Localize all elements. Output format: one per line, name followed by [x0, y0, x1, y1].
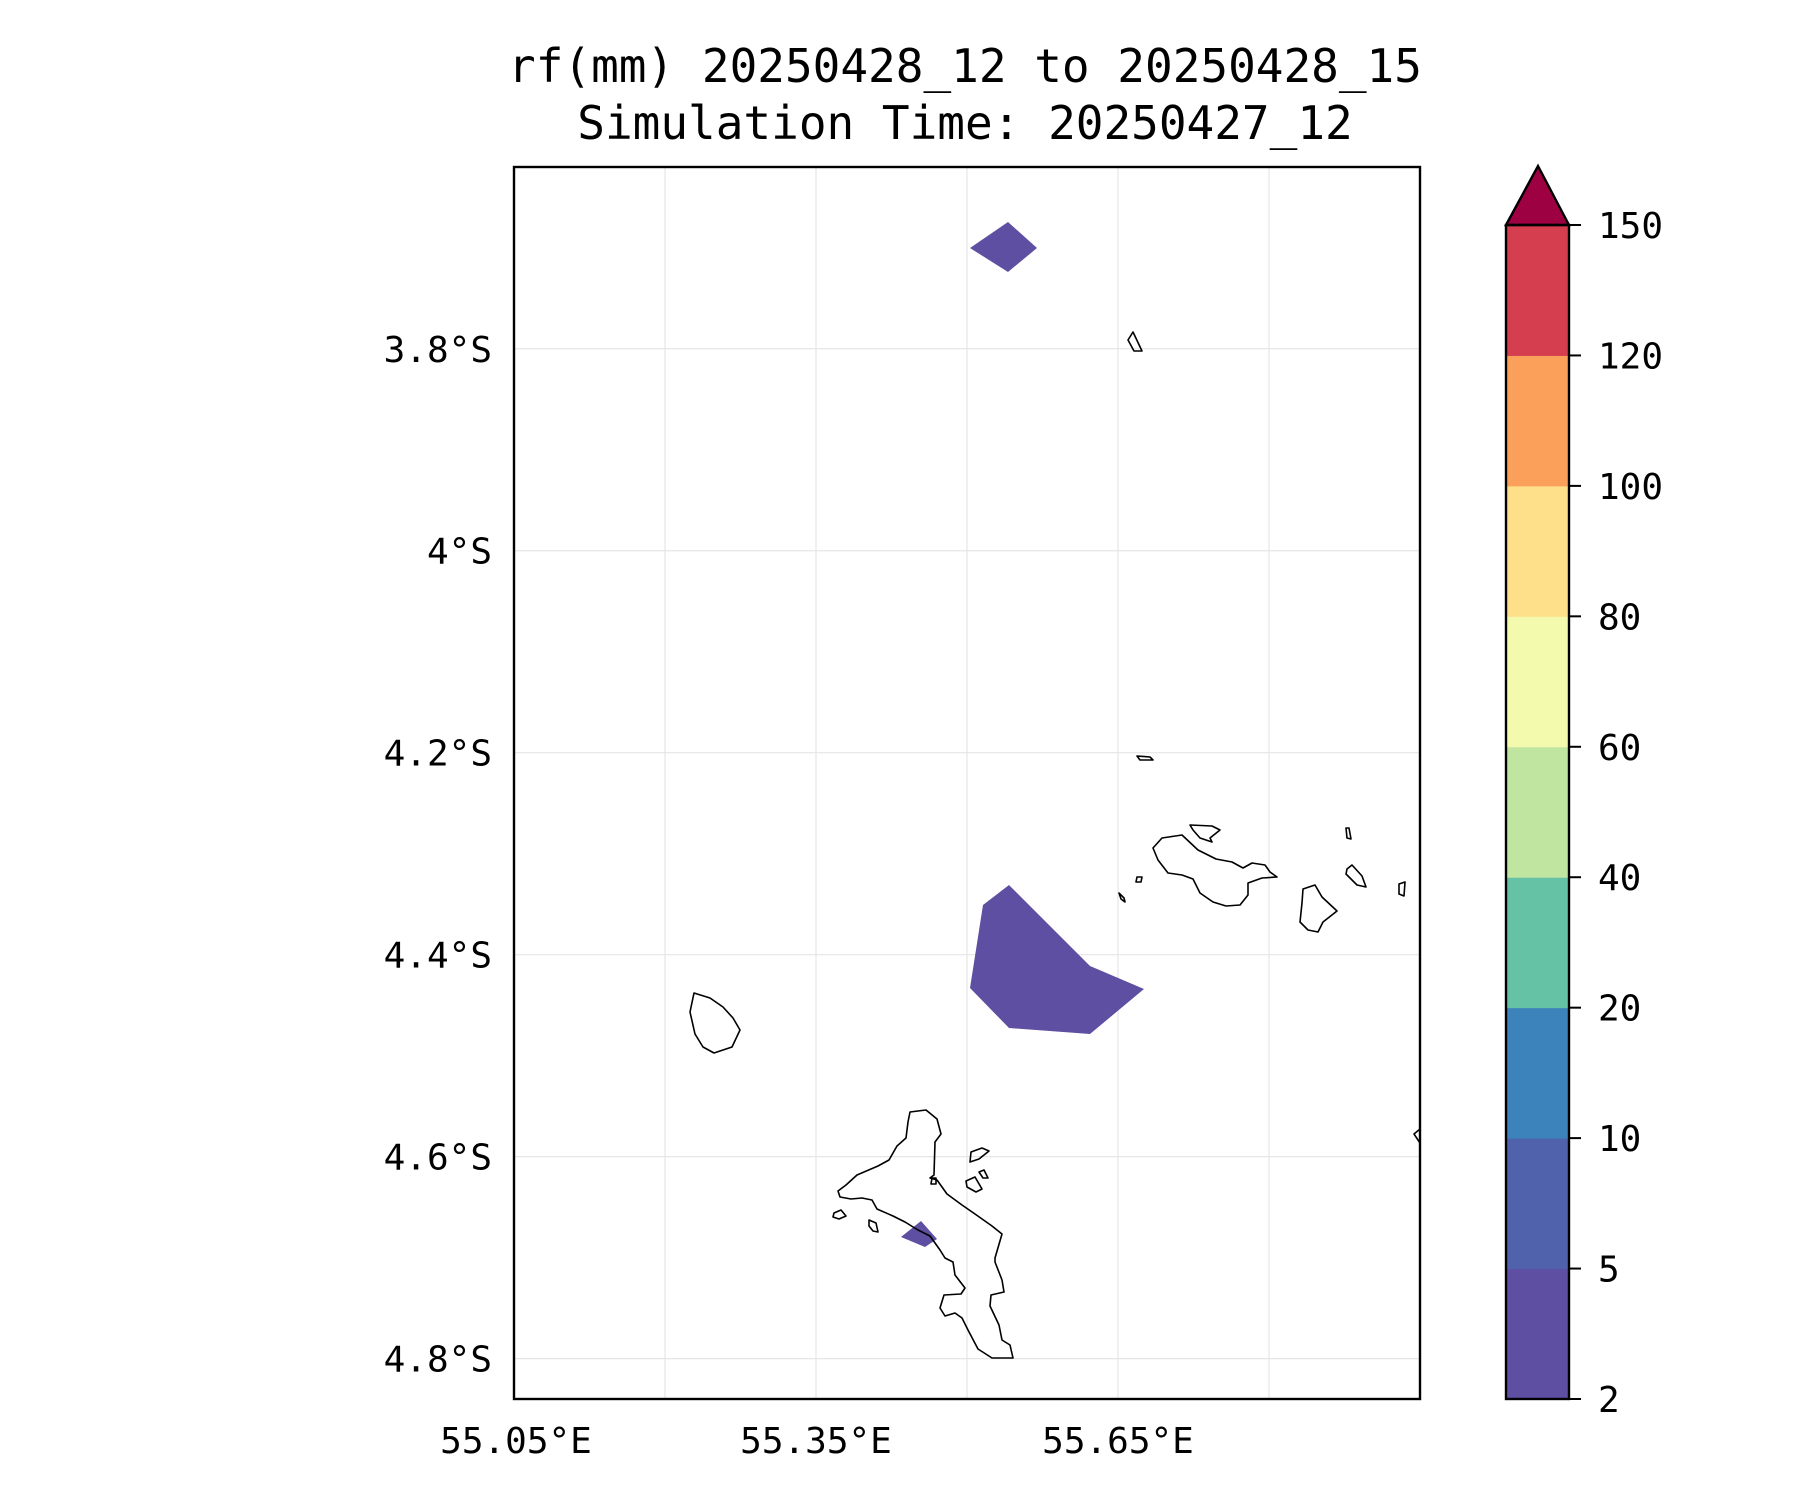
longitude-tick-labels: 55.05°E 55.35°E 55.65°E	[440, 1421, 1194, 1462]
coastline-islet-g	[930, 1177, 937, 1185]
coastline-islet-e	[1413, 1128, 1421, 1144]
colorbar: 2 5 10 20 40 60 80 100 120 150	[1503, 163, 1663, 1421]
colorbar-band-3	[1506, 877, 1569, 1009]
colorbar-band-0	[1506, 1268, 1569, 1400]
colorbar-tick-label: 100	[1598, 467, 1663, 508]
coastline-therese	[832, 1209, 847, 1220]
map-frame	[512, 165, 1422, 1401]
rain-region-north	[970, 222, 1037, 272]
lat-tick-label: 4.6°S	[384, 1138, 492, 1179]
colorbar-tick-label: 60	[1598, 728, 1641, 769]
colorbar-band-2	[1506, 1007, 1569, 1139]
lon-tick-label: 55.35°E	[740, 1421, 892, 1462]
colorbar-frame	[1504, 223, 1571, 1401]
coastline-curieuse	[1189, 824, 1221, 843]
colorbar-bands	[1506, 225, 1569, 1400]
coastline-st-anne	[969, 1147, 990, 1163]
colorbar-tick-label: 20	[1598, 989, 1641, 1030]
colorbar-tick-label: 80	[1598, 597, 1641, 638]
colorbar-extend-arrow	[1503, 163, 1571, 227]
colorbar-band-5	[1506, 616, 1569, 748]
coastline-silhouette	[689, 992, 741, 1054]
coastline-islet-d	[1118, 892, 1126, 903]
lat-tick-label: 4.8°S	[384, 1340, 492, 1381]
colorbar-band-1	[1506, 1138, 1569, 1270]
rain-region-south	[901, 1221, 937, 1247]
colorbar-tick-label: 2	[1598, 1380, 1620, 1421]
title-line-2: Simulation Time: 20250427_12	[577, 96, 1352, 150]
coastline-denis-islet	[1136, 755, 1154, 761]
coastline-islet-f	[978, 1169, 989, 1179]
colorbar-tick-label: 150	[1598, 206, 1663, 247]
colorbar-band-6	[1506, 485, 1569, 617]
map-axes: 3.8°S 4°S 4.2°S 4.4°S 4.6°S 4.8°S 55.05°E 55.3…	[384, 165, 1422, 1462]
lat-tick-label: 3.8°S	[384, 330, 492, 371]
colorbar-band-8	[1506, 225, 1569, 356]
colorbar-ticks: 2 5 10 20 40 60 80 100 120 150	[1569, 206, 1663, 1421]
coastlines	[689, 331, 1421, 1359]
colorbar-tick-label: 40	[1598, 858, 1641, 899]
coastline-praslin	[1152, 834, 1278, 907]
lat-tick-label: 4.4°S	[384, 936, 492, 977]
lon-tick-label: 55.65°E	[1042, 1421, 1194, 1462]
coastline-islet-b	[1398, 881, 1406, 897]
coastline-cerf	[965, 1176, 983, 1193]
coastline-islet-c	[1135, 876, 1143, 883]
lat-tick-label: 4°S	[427, 532, 492, 573]
lat-tick-label: 4.2°S	[384, 734, 492, 775]
colorbar-tick-label: 10	[1598, 1119, 1641, 1160]
coastline-conception	[868, 1219, 879, 1233]
coastline-felicite	[1345, 864, 1367, 888]
colorbar-tick-label: 5	[1598, 1250, 1620, 1291]
colorbar-tick-label: 120	[1598, 336, 1663, 377]
colorbar-band-7	[1506, 355, 1569, 487]
latitude-tick-labels: 3.8°S 4°S 4.2°S 4.4°S 4.6°S 4.8°S	[384, 330, 492, 1381]
coastline-mahe	[837, 1109, 1014, 1359]
coastline-la-digue	[1299, 884, 1338, 933]
coastline-bird-islet	[1127, 331, 1143, 352]
coastline-islet-a	[1345, 827, 1352, 840]
map-gridlines	[513, 167, 1420, 1399]
rain-region-central	[970, 885, 1144, 1034]
lon-tick-label: 55.05°E	[440, 1421, 592, 1462]
title-line-1: rf(mm) 20250428_12 to 20250428_15	[508, 39, 1422, 93]
colorbar-band-4	[1506, 746, 1569, 878]
